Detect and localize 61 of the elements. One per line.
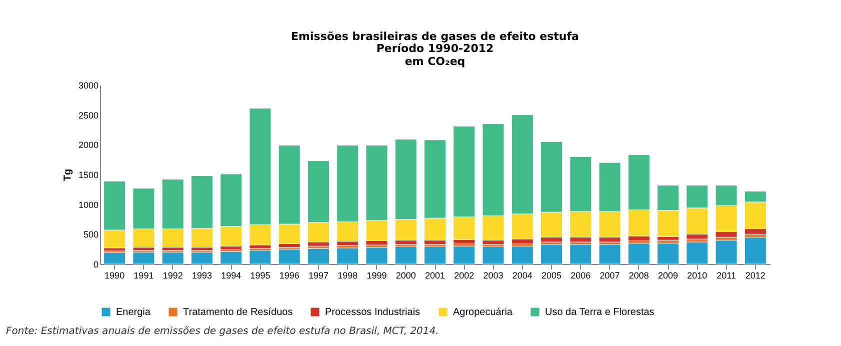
chart-title: Emissões brasileiras de gases de efeito estufa [291,30,579,43]
x-tick-label: 2006 [570,270,591,280]
x-tick-label: 1996 [279,270,300,280]
x-tick-label: 1999 [366,270,387,280]
x-tick-label: 2004 [512,270,532,280]
bar [744,236,766,264]
legend-label: Agropecuária [453,307,513,318]
x-tick-label: 2002 [454,270,474,280]
x-tick-label: 1997 [308,270,328,280]
bar [424,246,446,264]
x-tick-label: 2000 [396,270,416,280]
bar [715,240,738,264]
bar [628,242,650,264]
bar [686,242,708,264]
bar [104,252,126,264]
bar [366,247,388,264]
x-tick-label: 2012 [745,270,766,280]
x-tick-label: 2010 [687,270,708,280]
bar [336,248,359,264]
bar [482,246,504,264]
y-tick-label: 2500 [78,110,98,120]
x-tick-label: 2001 [424,270,446,280]
legend-label: Uso da Terra e Florestas [545,307,654,318]
bar [570,244,592,264]
bar [511,246,534,264]
x-tick-label: 2003 [483,270,504,280]
x-tick-label: 1998 [338,270,358,280]
bar [132,252,155,264]
x-tick-label: 2011 [716,270,736,280]
bar [394,246,417,264]
chart-subtitle: Período 1990-2012 em CO₂eq [376,42,494,68]
legend-label: Energia [116,307,151,318]
x-tick-label: 2007 [600,270,620,280]
y-tick-label: 1000 [78,200,98,210]
y-axis-title: Tg [62,168,74,182]
x-tick-label: 1994 [221,270,242,280]
bar [307,248,330,264]
x-tick-label: 1992 [162,270,183,280]
legend-label: Tratamento de Resíduos [183,307,293,318]
y-tick-label: 1500 [78,170,98,180]
bar [190,252,213,264]
bar [220,251,242,264]
source-note: Fonte: Estimativas anuais de emissões de gases de efeito estufa no Brasil, MCT, 2014. [6,326,439,337]
bar [162,252,184,264]
x-tick-label: 1990 [104,270,125,280]
bar [278,248,300,264]
y-tick-label: 0 [93,260,98,270]
y-tick-label: 500 [83,230,98,240]
y-tick-label: 2000 [78,140,98,150]
x-tick-label: 1991 [134,270,154,280]
bar [598,244,621,264]
x-tick-label: 1993 [192,270,212,280]
y-tick-label: 3000 [78,80,98,90]
bar [540,244,563,264]
x-tick-label: 1995 [250,270,270,280]
x-tick-label: 2009 [658,270,678,280]
bar [453,246,476,264]
legend-label: Processos Industriais [325,307,420,318]
x-tick-label: 2008 [628,270,649,280]
x-tick-label: 2005 [542,270,562,280]
bar [657,242,680,264]
